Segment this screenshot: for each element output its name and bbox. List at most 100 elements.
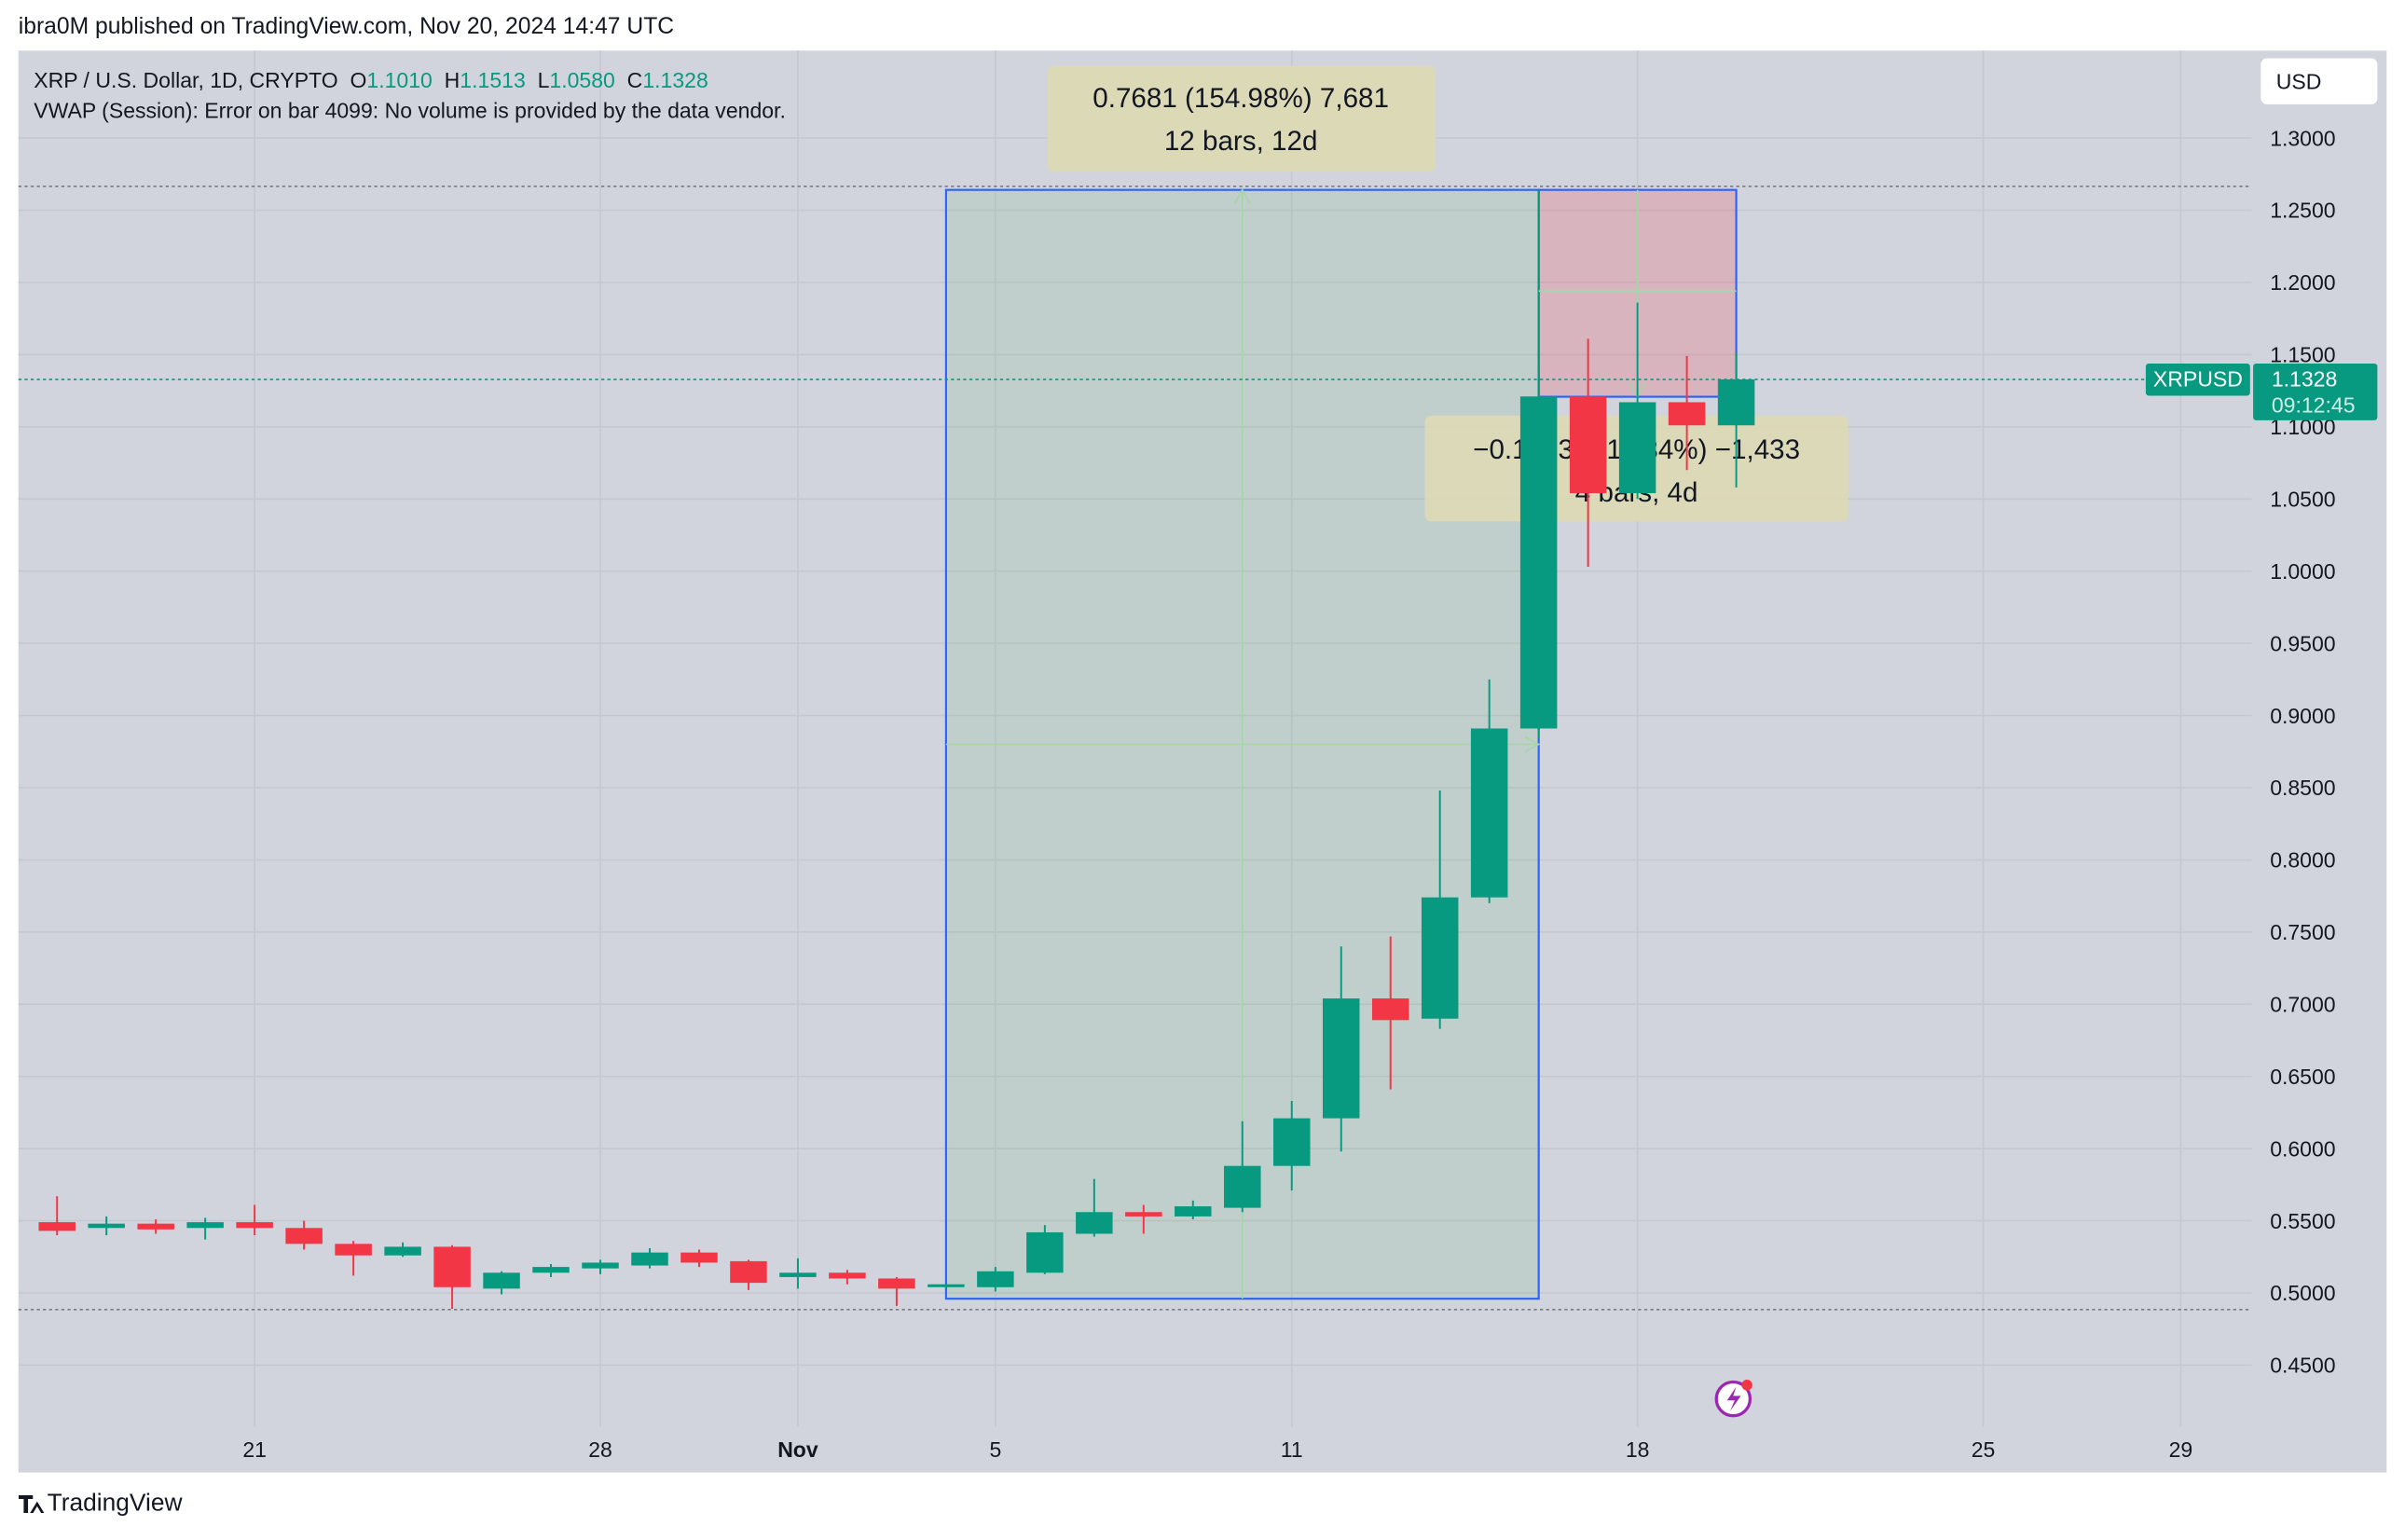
- low-label: L: [537, 67, 550, 92]
- candle-body: [1421, 897, 1459, 1019]
- chart-panel[interactable]: [18, 50, 2387, 1473]
- candle-body: [730, 1260, 767, 1284]
- range-drawings[interactable]: [18, 186, 2252, 1311]
- candle-body: [631, 1252, 668, 1266]
- candle: [730, 1259, 767, 1290]
- candle-body: [38, 1222, 76, 1231]
- candle-body: [1717, 379, 1755, 426]
- candle: [1519, 368, 1558, 739]
- candle-body: [335, 1244, 372, 1256]
- candle-body: [532, 1267, 570, 1273]
- candle-body: [483, 1272, 520, 1289]
- candle: [1569, 338, 1607, 568]
- measure-up-line1: 0.7681 (154.98%) 7,681: [1093, 83, 1389, 114]
- price-tick-label: 0.4500: [2270, 1354, 2335, 1378]
- candle-body: [236, 1222, 273, 1229]
- candle: [1273, 1101, 1311, 1191]
- grid: [18, 50, 2252, 1427]
- measure-label-up: 0.7681 (154.98%) 7,681 12 bars, 12d: [1047, 65, 1436, 172]
- candle: [137, 1219, 174, 1234]
- price-tick-label: 0.9000: [2270, 704, 2335, 728]
- close-label: C: [626, 67, 643, 92]
- price-tick-label: 0.5500: [2270, 1209, 2335, 1233]
- candle: [977, 1267, 1014, 1292]
- price-tick-label: 1.0500: [2270, 487, 2335, 511]
- open-label: O: [350, 67, 367, 92]
- tradingview-brand: TradingView: [47, 1491, 183, 1518]
- price-tick-label: 0.6000: [2270, 1136, 2335, 1161]
- candle-body: [1026, 1231, 1064, 1273]
- candle-body: [1076, 1212, 1113, 1234]
- price-axis[interactable]: 1.30001.25001.20001.15001.10001.05001.00…: [2270, 126, 2335, 1377]
- published-header: ibra0M published on TradingView.com, Nov…: [18, 13, 675, 40]
- candle: [928, 1284, 965, 1289]
- candle-body: [829, 1272, 866, 1279]
- price-tick-label: 1.0000: [2270, 559, 2335, 584]
- candle: [1076, 1178, 1113, 1237]
- candle: [285, 1220, 323, 1250]
- price-tick-label: 0.9500: [2270, 631, 2335, 655]
- price-tick-label: 0.8500: [2270, 776, 2335, 800]
- time-tick-label: 18: [1626, 1437, 1650, 1462]
- candle-body: [1668, 402, 1706, 426]
- vwap-error: VWAP (Session): Error on bar 4099: No vo…: [34, 98, 786, 123]
- last-price-tag: 1.1328 09:12:45: [2253, 363, 2378, 420]
- candle-body: [285, 1228, 323, 1244]
- candle-body: [1273, 1118, 1311, 1166]
- candle-body: [1322, 998, 1360, 1119]
- symbol-price-tag: XRPUSD: [2145, 363, 2250, 396]
- time-axis[interactable]: 21 28 Nov 5 11 18 25 29: [242, 1437, 2192, 1462]
- candle-body: [1175, 1206, 1212, 1217]
- candle-body: [1569, 396, 1607, 494]
- candle: [1224, 1121, 1261, 1213]
- candle-body: [582, 1262, 619, 1269]
- price-tick-label: 1.2500: [2270, 199, 2335, 223]
- time-tick-label: 21: [242, 1437, 267, 1462]
- candle: [1421, 791, 1459, 1029]
- candle: [878, 1276, 915, 1306]
- candle: [433, 1244, 471, 1310]
- tradingview-logo[interactable]: 𝐓∧ TradingView: [19, 1491, 183, 1519]
- candle: [582, 1259, 619, 1274]
- symbol-title[interactable]: XRP / U.S. Dollar, 1D, CRYPTO: [34, 67, 338, 92]
- bar-countdown: 09:12:45: [2271, 392, 2356, 418]
- arrow-head-icon: [1524, 736, 1541, 753]
- candle: [1717, 352, 1755, 488]
- candle: [1470, 679, 1508, 903]
- time-tick-label: 25: [1972, 1437, 1996, 1462]
- candles: [38, 302, 1755, 1310]
- candle: [779, 1258, 817, 1289]
- candle: [532, 1264, 570, 1277]
- candle: [335, 1241, 372, 1276]
- time-tick-label: Nov: [777, 1437, 818, 1462]
- candle: [236, 1204, 273, 1236]
- time-tick-label: 11: [1281, 1437, 1303, 1462]
- price-tick-label: 0.7500: [2270, 920, 2335, 944]
- lightning-event-icon[interactable]: [1714, 1380, 1752, 1418]
- close-value: 1.1328: [642, 67, 708, 92]
- legend: XRP / U.S. Dollar, 1D, CRYPTO O1.1010 H1…: [34, 67, 786, 122]
- candle-body: [680, 1252, 718, 1263]
- candle: [483, 1271, 520, 1295]
- arrow-head-icon: [1233, 187, 1251, 204]
- candle-body: [1519, 396, 1558, 729]
- candle-body: [137, 1223, 174, 1230]
- candle: [1125, 1204, 1162, 1234]
- candle-body: [384, 1246, 421, 1256]
- candle: [186, 1217, 224, 1240]
- candle: [38, 1196, 76, 1236]
- currency-button[interactable]: USD: [2261, 58, 2378, 104]
- candle-body: [433, 1246, 471, 1287]
- candle-body: [779, 1272, 817, 1277]
- candle: [1175, 1200, 1212, 1220]
- candle-body: [928, 1284, 965, 1287]
- candle-body: [977, 1271, 1014, 1287]
- open-value: 1.1010: [366, 67, 433, 92]
- high-value: 1.1513: [460, 67, 526, 92]
- candle: [829, 1270, 866, 1285]
- candle-body: [1224, 1165, 1261, 1208]
- candle-body: [1470, 728, 1508, 898]
- candle-body: [1371, 998, 1409, 1021]
- candle: [88, 1216, 125, 1236]
